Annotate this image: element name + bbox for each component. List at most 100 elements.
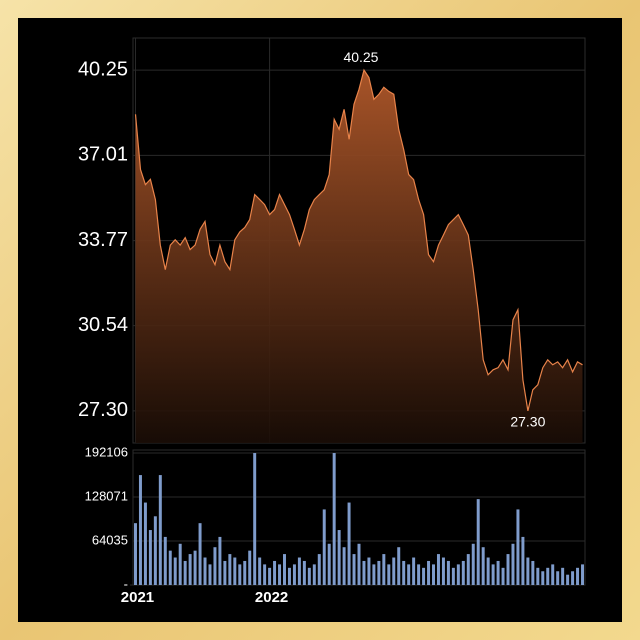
volume-bar bbox=[357, 543, 361, 585]
volume-bar bbox=[407, 564, 411, 585]
volume-bar bbox=[213, 547, 217, 585]
y-tick-label: - bbox=[124, 576, 128, 591]
volume-bar bbox=[223, 560, 227, 585]
volume-bar bbox=[576, 567, 580, 585]
volume-bar bbox=[531, 560, 535, 585]
volume-bar bbox=[466, 554, 470, 585]
volume-bar bbox=[312, 564, 316, 585]
volume-bar bbox=[377, 560, 381, 585]
volume-bar bbox=[541, 571, 545, 585]
volume-bar bbox=[327, 543, 331, 585]
volume-bar bbox=[337, 530, 341, 585]
volume-bar bbox=[511, 543, 515, 585]
volume-bar bbox=[556, 571, 560, 585]
volume-bar bbox=[268, 567, 272, 585]
volume-bar bbox=[476, 499, 480, 585]
volume-bar bbox=[417, 564, 421, 585]
y-tick-label: 37.01 bbox=[78, 144, 128, 166]
volume-bar bbox=[178, 543, 182, 585]
volume-bar bbox=[133, 523, 137, 585]
y-tick-label: 192106 bbox=[85, 444, 128, 459]
volume-bar bbox=[302, 560, 306, 585]
volume-bar bbox=[143, 502, 147, 585]
volume-bar bbox=[287, 567, 291, 585]
volume-bar bbox=[446, 560, 450, 585]
volume-bar bbox=[571, 571, 575, 585]
volume-bar bbox=[188, 554, 192, 585]
volume-bar bbox=[501, 567, 505, 585]
volume-bar bbox=[496, 560, 500, 585]
x-tick-label: 2021 bbox=[121, 589, 154, 606]
volume-bar bbox=[342, 547, 346, 585]
volume-bar bbox=[243, 560, 247, 585]
price-area bbox=[135, 70, 583, 443]
volume-bar bbox=[551, 564, 555, 585]
volume-bar bbox=[173, 557, 177, 585]
volume-bar bbox=[481, 547, 485, 585]
volume-bar bbox=[233, 557, 237, 585]
volume-bar bbox=[332, 453, 336, 585]
volume-bar bbox=[432, 564, 435, 585]
volume-bar bbox=[238, 564, 242, 585]
volume-bar bbox=[397, 547, 401, 585]
volume-bar bbox=[387, 564, 391, 585]
volume-bar bbox=[506, 554, 510, 585]
volume-bar bbox=[521, 536, 525, 585]
volume-bar bbox=[278, 564, 282, 585]
volume-bar bbox=[561, 567, 565, 585]
y-tick-label: 27.30 bbox=[78, 399, 128, 421]
volume-bar bbox=[566, 574, 570, 585]
volume-bar bbox=[581, 564, 585, 585]
volume-bar bbox=[546, 567, 550, 585]
volume-bar bbox=[263, 564, 267, 585]
y-tick-label: 33.77 bbox=[78, 229, 128, 251]
volume-bar bbox=[372, 564, 376, 585]
y-tick-label: 40.25 bbox=[78, 58, 128, 80]
volume-bar bbox=[283, 554, 286, 585]
volume-bar bbox=[347, 502, 351, 585]
y-tick-label: 128071 bbox=[85, 488, 128, 503]
volume-bar bbox=[322, 509, 326, 585]
volume-bar bbox=[427, 560, 431, 585]
volume-bar bbox=[228, 554, 232, 585]
volume-bar bbox=[158, 475, 162, 585]
volume-bar bbox=[392, 557, 396, 585]
volume-bar bbox=[138, 475, 142, 585]
volume-bar bbox=[297, 557, 301, 585]
volume-bar bbox=[382, 554, 386, 585]
volume-bar bbox=[183, 560, 187, 585]
volume-bar bbox=[253, 453, 257, 585]
volume-bar bbox=[193, 550, 197, 585]
volume-bar bbox=[208, 564, 212, 585]
price-line bbox=[134, 68, 583, 412]
volume-bar bbox=[153, 516, 157, 585]
volume-bar bbox=[451, 567, 455, 585]
y-tick-label: 64035 bbox=[92, 532, 128, 547]
volume-bar bbox=[491, 564, 495, 585]
volume-bar bbox=[163, 536, 167, 585]
volume-bar bbox=[352, 554, 356, 585]
volume-bar bbox=[198, 523, 202, 585]
volume-bar bbox=[441, 557, 445, 585]
x-tick-label: 2022 bbox=[255, 589, 288, 606]
volume-bar bbox=[436, 554, 440, 585]
volume-bar bbox=[258, 557, 262, 585]
volume-bar bbox=[456, 564, 460, 585]
volume-bar bbox=[486, 557, 490, 585]
volume-bar bbox=[168, 550, 172, 585]
volume-bar bbox=[362, 560, 366, 585]
volume-bar bbox=[273, 560, 277, 585]
volume-bar bbox=[536, 567, 540, 585]
volume-bar bbox=[367, 557, 371, 585]
volume-bar bbox=[148, 530, 152, 585]
y-tick-label: 30.54 bbox=[78, 314, 128, 336]
volume-bar bbox=[526, 557, 530, 585]
volume-bar bbox=[412, 557, 416, 585]
volume-bar bbox=[307, 567, 311, 585]
volume-bar bbox=[292, 564, 296, 585]
volume-bar bbox=[402, 560, 406, 585]
volume-bar bbox=[471, 543, 475, 585]
volume-bar bbox=[461, 560, 465, 585]
